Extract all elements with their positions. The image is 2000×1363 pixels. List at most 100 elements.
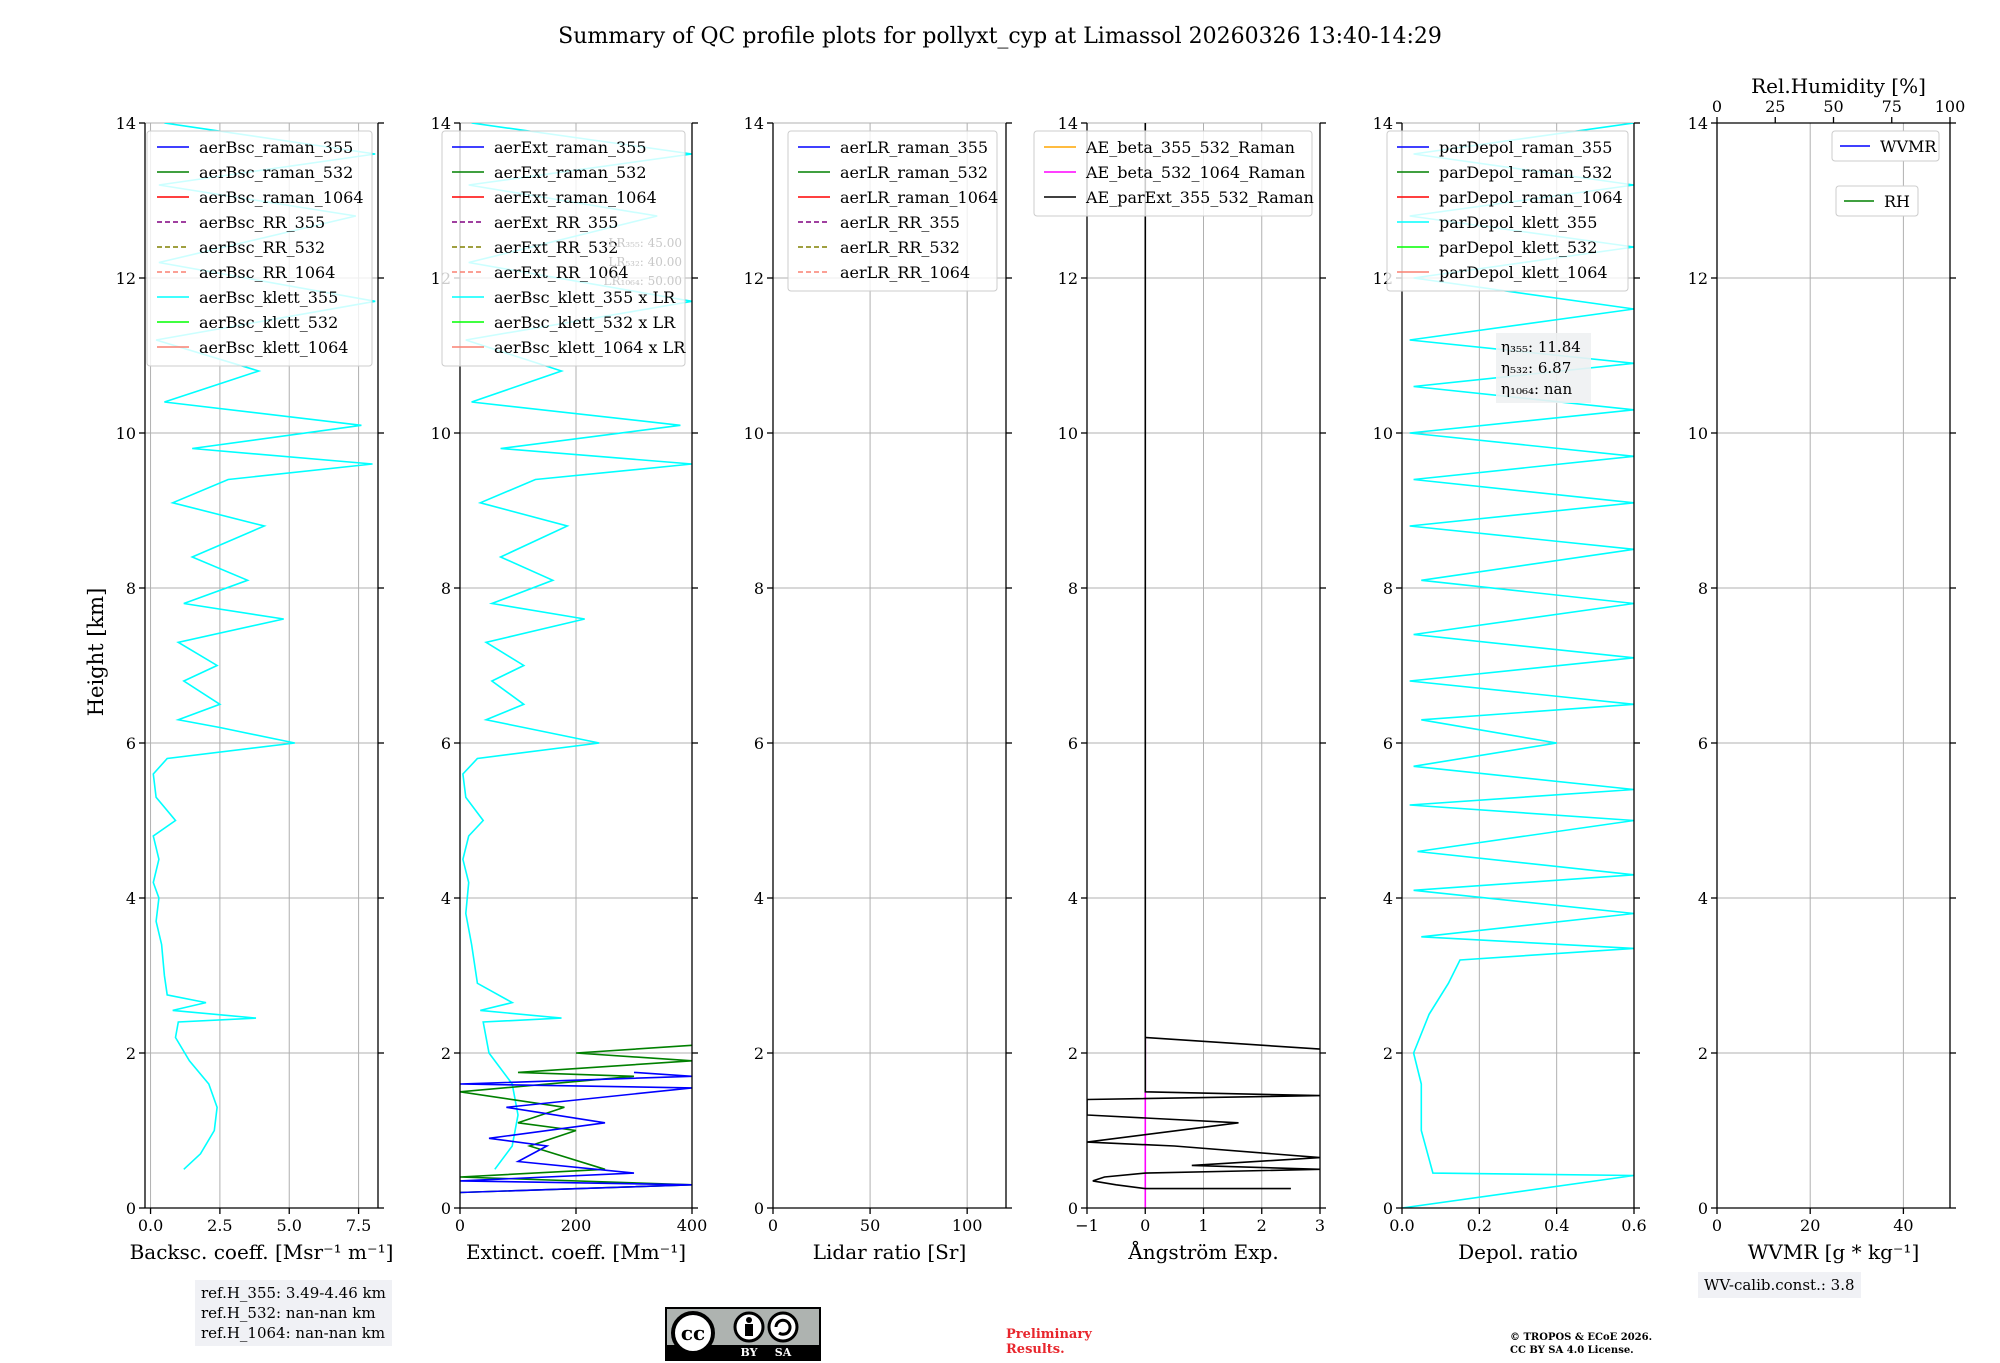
y-tick-label: 0 bbox=[1383, 1199, 1393, 1218]
y-tick-label: 12 bbox=[744, 269, 764, 288]
ref-height-532: ref.H_532: nan-nan km bbox=[201, 1304, 376, 1322]
x-tick-label: 2.5 bbox=[207, 1216, 232, 1235]
legend-label: aerBsc_klett_532 x LR bbox=[494, 313, 676, 332]
y-tick-label: 6 bbox=[1068, 734, 1078, 753]
y-tick-label: 0 bbox=[1068, 1199, 1078, 1218]
ref-height-355: ref.H_355: 3.49-4.46 km bbox=[201, 1284, 386, 1302]
x-tick-label: 200 bbox=[561, 1216, 592, 1235]
legend-label: aerLR_raman_355 bbox=[840, 138, 988, 157]
legend-label: parDepol_klett_1064 bbox=[1439, 263, 1608, 282]
y-tick-label: 2 bbox=[754, 1044, 764, 1063]
y-tick-label: 10 bbox=[744, 424, 764, 443]
legend-label: aerBsc_klett_1064 bbox=[199, 338, 348, 357]
legend-label: aerBsc_RR_532 bbox=[199, 238, 325, 257]
legend-label: aerExt_RR_355 bbox=[494, 213, 618, 232]
panel-lidar-ratio: 0 50 100 0 2 4 6 8 10 12 14 Lidar ratio [Sr] aerLR_r… bbox=[744, 114, 1012, 1264]
y-tick-label: 2 bbox=[126, 1044, 136, 1063]
x-tick-label: 0.4 bbox=[1544, 1216, 1569, 1235]
x-tick-label: 5.0 bbox=[277, 1216, 302, 1235]
legend-label: aerBsc_klett_355 bbox=[199, 288, 338, 307]
legend-label: aerLR_raman_1064 bbox=[840, 188, 998, 207]
top-x-tick-label: 25 bbox=[1765, 97, 1785, 116]
y-tick-label: 12 bbox=[116, 269, 136, 288]
y-tick-label: 4 bbox=[754, 889, 764, 908]
legend-label: aerBsc_RR_1064 bbox=[199, 263, 335, 282]
legend-label: parDepol_raman_1064 bbox=[1439, 188, 1623, 207]
legend-label: parDepol_klett_355 bbox=[1439, 213, 1597, 232]
legend-box bbox=[1033, 130, 1313, 217]
wv-calibration-box: WV-calib.const.: 3.8 bbox=[1698, 1272, 1861, 1298]
y-tick-label: 2 bbox=[1383, 1044, 1393, 1063]
y-tick-label: 4 bbox=[441, 889, 451, 908]
x-tick-label: 40 bbox=[1893, 1216, 1913, 1235]
y-tick-label: 8 bbox=[1383, 579, 1393, 598]
legend-label: AE_parExt_355_532_Raman bbox=[1085, 188, 1314, 207]
top-x-tick-label: 100 bbox=[1935, 97, 1966, 116]
cc-by-sa-badge: cc BY SA bbox=[665, 1307, 821, 1361]
y-tick-label: 6 bbox=[1698, 734, 1708, 753]
figure-title: Summary of QC profile plots for pollyxt_… bbox=[558, 24, 1442, 49]
eta-annotation: η₁₀₆₄: nan bbox=[1501, 380, 1572, 398]
series-aerBsc_klett_355 x LR bbox=[462, 123, 692, 1170]
y-tick-label: 14 bbox=[1688, 114, 1708, 133]
legend-label: aerLR_RR_1064 bbox=[840, 263, 970, 282]
y-tick-label: 4 bbox=[1068, 889, 1078, 908]
x-tick-label: 400 bbox=[677, 1216, 708, 1235]
lidar-ratio-annotation: LR₃₅₅: 45.00 bbox=[608, 236, 682, 250]
legend-label: aerExt_raman_532 bbox=[494, 163, 647, 182]
legend-label: aerBsc_klett_355 x LR bbox=[494, 288, 676, 307]
legend-label: aerBsc_raman_1064 bbox=[199, 188, 364, 207]
y-tick-label: 2 bbox=[441, 1044, 451, 1063]
y-tick-label: 6 bbox=[754, 734, 764, 753]
legend-label: aerExt_RR_1064 bbox=[494, 263, 629, 282]
eta-annotation: η₅₃₂: 6.87 bbox=[1501, 359, 1571, 377]
x-tick-label: 50 bbox=[860, 1216, 880, 1235]
legend-label: parDepol_raman_532 bbox=[1439, 163, 1612, 182]
x-axis-label: Extinct. coeff. [Mm⁻¹] bbox=[466, 1240, 686, 1264]
y-tick-label: 6 bbox=[1383, 734, 1393, 753]
legend-label: aerBsc_klett_532 bbox=[199, 313, 338, 332]
x-tick-label: 3 bbox=[1315, 1216, 1325, 1235]
y-tick-label: 2 bbox=[1068, 1044, 1078, 1063]
legend-label: parDepol_raman_355 bbox=[1439, 138, 1612, 157]
y-tick-label: 8 bbox=[126, 579, 136, 598]
x-tick-label: 0 bbox=[1140, 1216, 1150, 1235]
y-tick-label: 4 bbox=[126, 889, 136, 908]
preliminary-note: Preliminary Results. bbox=[1006, 1327, 1092, 1357]
copyright-line-1: © TROPOS & ECoE 2026. bbox=[1510, 1332, 1653, 1343]
x-tick-label: 0.0 bbox=[1389, 1216, 1414, 1235]
legend-label: aerExt_raman_1064 bbox=[494, 188, 657, 207]
legend-label: aerBsc_RR_355 bbox=[199, 213, 325, 232]
cc-by-sa-logo: cc BY SA bbox=[667, 1311, 819, 1359]
legend-label: aerBsc_raman_532 bbox=[199, 163, 353, 182]
series-aerExt_raman_532 bbox=[460, 1044, 692, 1194]
y-tick-label: 4 bbox=[1698, 889, 1708, 908]
legend-box bbox=[146, 130, 373, 367]
top-x-tick-label: 75 bbox=[1882, 97, 1902, 116]
legend-label: AE_beta_355_532_Raman bbox=[1085, 138, 1295, 157]
lidar-ratio-annotation: LR₅₃₂: 40.00 bbox=[608, 255, 682, 269]
x-tick-label: 7.5 bbox=[346, 1216, 371, 1235]
legend-box bbox=[1831, 130, 1940, 162]
lidar-ratio-annotation: LR₁₀₆₄: 50.00 bbox=[604, 274, 682, 288]
x-axis-label: Lidar ratio [Sr] bbox=[813, 1240, 967, 1264]
top-x-tick-label: 0 bbox=[1712, 97, 1722, 116]
legend-label: RH bbox=[1884, 192, 1910, 211]
x-tick-label: 1 bbox=[1198, 1216, 1208, 1235]
y-tick-label: 10 bbox=[1058, 424, 1078, 443]
y-tick-label: 8 bbox=[1698, 579, 1708, 598]
y-tick-label: 14 bbox=[1058, 114, 1078, 133]
legend-label: parDepol_klett_532 bbox=[1439, 238, 1597, 257]
series-parDepol_klett_355 bbox=[1402, 123, 1634, 1208]
y-tick-label: 14 bbox=[744, 114, 764, 133]
legend-label: aerBsc_raman_355 bbox=[199, 138, 353, 157]
y-tick-label: 0 bbox=[754, 1199, 764, 1218]
y-tick-label: 4 bbox=[1383, 889, 1393, 908]
by-label: BY bbox=[741, 1346, 758, 1359]
sa-share-icon bbox=[767, 1311, 799, 1343]
x-axis-label: WVMR [g * kg⁻¹] bbox=[1748, 1240, 1920, 1264]
